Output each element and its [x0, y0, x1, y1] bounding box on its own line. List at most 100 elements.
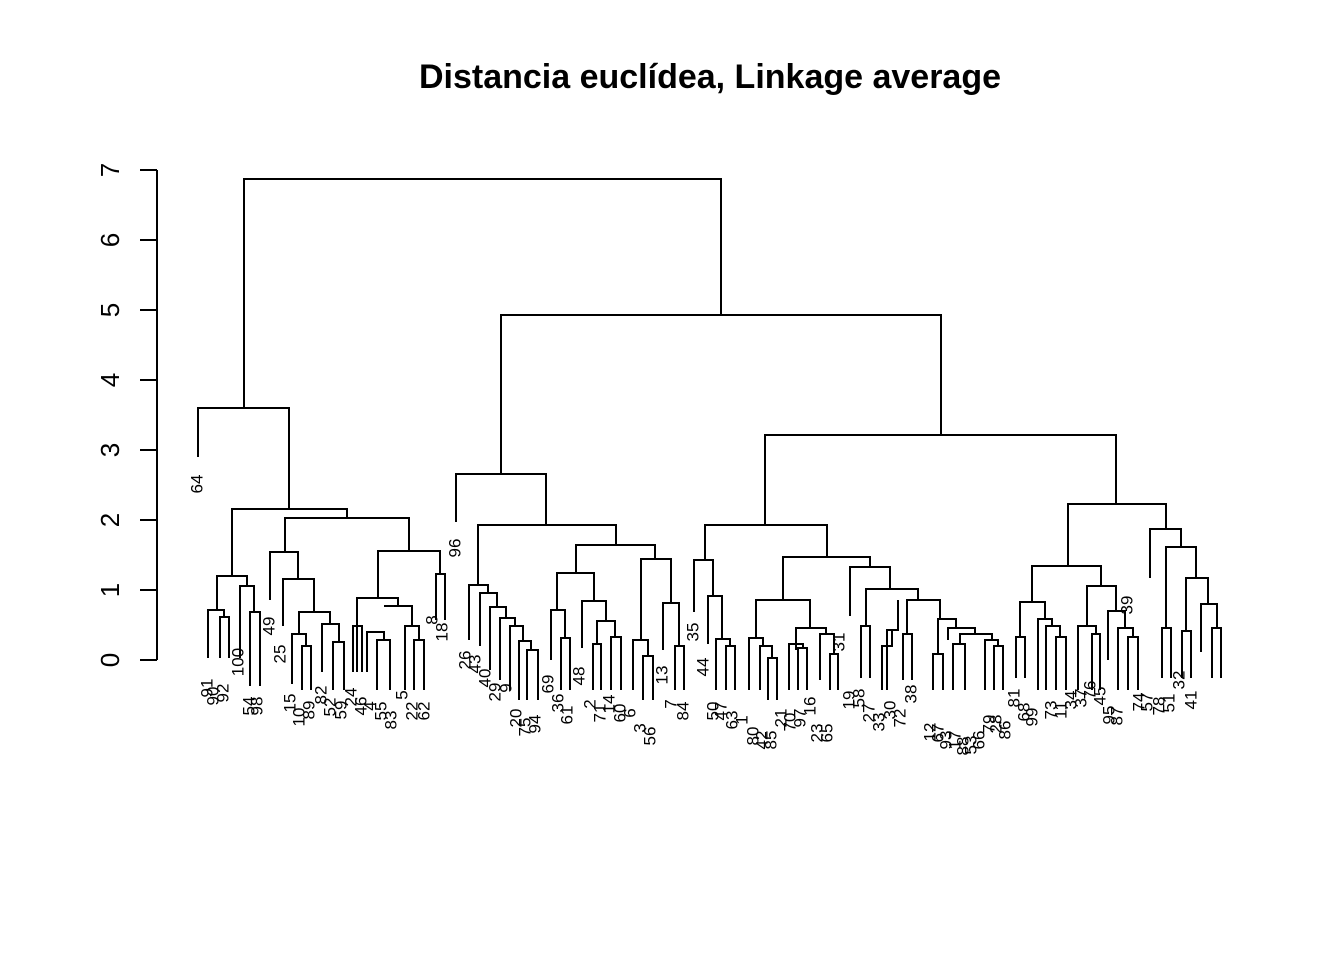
- leaf-label: 78: [1149, 697, 1168, 716]
- leaf-label: 66: [969, 731, 988, 750]
- dendrogram-link: [499, 617, 516, 680]
- dendrogram-link: [560, 637, 571, 690]
- leaf-label: 65: [817, 724, 836, 743]
- dendrogram-link: [581, 600, 607, 648]
- leaf-label: 96: [445, 539, 464, 558]
- dendrogram-link: [1031, 565, 1102, 602]
- leaf-label: 18: [432, 623, 451, 642]
- dendrogram-link: [413, 639, 425, 690]
- y-axis: 0 1 2 3 4 5 6 7: [95, 163, 158, 667]
- dendrogram-link: [764, 434, 1117, 525]
- leaf-label: 69: [538, 675, 557, 694]
- leaf-label: 48: [569, 667, 588, 686]
- leaf-label: 68: [1014, 703, 1033, 722]
- dendrogram-link: [704, 524, 828, 560]
- dendrogram-links: [197, 178, 1222, 700]
- leaf-label: 89: [299, 701, 318, 720]
- dendrogram-link: [376, 639, 391, 690]
- y-tick-label: 2: [95, 513, 125, 527]
- leaf-label: 50: [703, 702, 722, 721]
- leaf-label: 95: [1099, 706, 1118, 725]
- leaf-label: 70: [780, 713, 799, 732]
- leaf-label: 59: [331, 701, 350, 720]
- leaf-label: 35: [683, 623, 702, 642]
- dendrogram-link: [1188, 577, 1209, 604]
- dendrogram-link: [298, 611, 331, 634]
- leaf-label: 12: [920, 723, 939, 742]
- dendrogram-link: [596, 620, 616, 644]
- leaf-label: 53: [961, 736, 980, 755]
- leaf-label: 47: [711, 702, 730, 721]
- dendrogram-link: [575, 544, 656, 573]
- dendrogram-link: [1211, 627, 1222, 678]
- leaf-label: 13: [652, 666, 671, 685]
- leaf-label: 4: [360, 701, 379, 710]
- dendrogram-link: [640, 558, 672, 640]
- leaf-label: 55: [371, 702, 390, 721]
- leaf-label: 67: [928, 724, 947, 743]
- dendrogram-link: [356, 597, 399, 672]
- y-tick-label: 3: [95, 443, 125, 457]
- dendrogram-link: [291, 633, 307, 684]
- leaf-label: 97: [790, 709, 809, 728]
- dendrogram-link: [1117, 627, 1134, 690]
- dendrogram-link: [550, 609, 566, 660]
- dendrogram-link: [797, 647, 808, 690]
- dendrogram-link: [1077, 625, 1097, 690]
- leaf-label: 14: [599, 695, 618, 714]
- leaf-label: 43: [465, 655, 484, 674]
- dendrogram-link: [881, 630, 893, 690]
- leaf-label: 56: [640, 727, 659, 746]
- leaf-label: 25: [270, 645, 289, 664]
- dendrogram-link: [937, 618, 957, 654]
- dendrogram-link: [1149, 528, 1182, 578]
- leaf-label: 19: [839, 691, 858, 710]
- leaf-label: 100: [228, 648, 247, 676]
- leaf-label: 20: [506, 709, 525, 728]
- leaf-label: 31: [829, 633, 848, 652]
- dendrogram-link: [301, 645, 312, 690]
- leaf-label: 46: [351, 697, 370, 716]
- dendrogram-link: [477, 524, 617, 585]
- leaf-label: 11: [1051, 701, 1070, 719]
- dendrogram-link: [1055, 636, 1067, 690]
- leaf-label: 85: [761, 731, 780, 750]
- dendrogram-link: [767, 657, 778, 700]
- leaf-label: 9: [496, 683, 515, 692]
- dendrogram-link: [479, 592, 498, 646]
- leaf-label: 84: [673, 702, 692, 721]
- dendrogram-link: [748, 637, 764, 690]
- leaf-label: 37: [1071, 689, 1090, 708]
- leaf-label: 39: [1117, 596, 1136, 615]
- leaf-label: 24: [341, 688, 360, 707]
- dendrogram-link: [366, 631, 385, 672]
- leaf-label: 88: [953, 737, 972, 756]
- dendrogram-link: [902, 633, 913, 680]
- leaf-label: 16: [800, 697, 819, 716]
- leaf-label: 32: [1169, 671, 1188, 690]
- leaf-label: 74: [1129, 693, 1148, 712]
- leaf-label: 41: [1181, 691, 1200, 710]
- dendrogram-link: [518, 640, 532, 700]
- dendrogram-link: [865, 588, 919, 626]
- dendrogram-link: [715, 638, 731, 690]
- leaf-label: 51: [1159, 694, 1178, 713]
- leaf-label: 63: [722, 711, 741, 730]
- leaf-label: 99: [1022, 708, 1041, 727]
- leaf-label: 94: [525, 715, 544, 734]
- leaf-label: 49: [259, 617, 278, 636]
- leaf-label: 40: [475, 669, 494, 688]
- dendrogram-link: [468, 584, 489, 640]
- dendrogram-link: [993, 645, 1004, 690]
- leaf-label: 28: [986, 715, 1005, 734]
- dendrogram-link: [1019, 601, 1046, 637]
- dendrogram-link: [860, 625, 871, 678]
- dendrogram-link: [707, 595, 723, 644]
- dendrogram-link: [819, 633, 835, 680]
- leaf-label: 64: [187, 475, 206, 494]
- dendrogram-link: [1091, 633, 1101, 690]
- leaf-label: 33: [869, 713, 888, 732]
- leaf-label: 26: [455, 651, 474, 670]
- dendrogram-link: [788, 643, 804, 690]
- dendrogram-link: [674, 645, 685, 690]
